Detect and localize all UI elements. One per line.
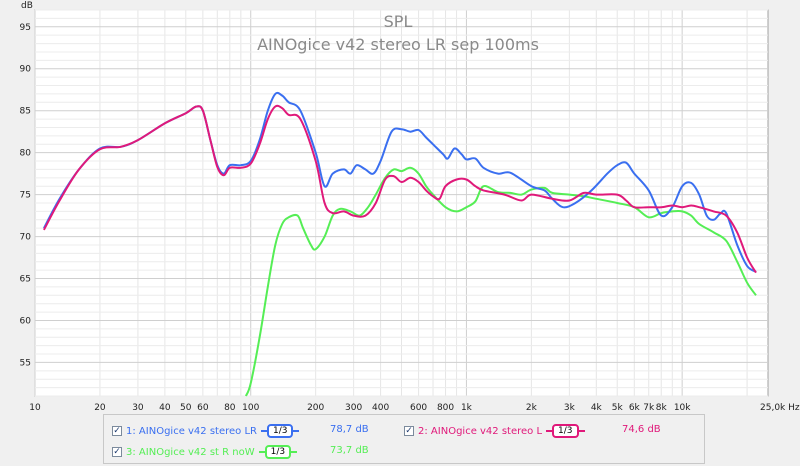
series-2-smoothing-label: 1/3 [552, 424, 579, 438]
y-tick-label: 90 [20, 65, 32, 75]
series-2-index: 2: [418, 425, 428, 437]
x-tick-label: 50 [180, 403, 192, 413]
y-tick-label: 95 [20, 23, 31, 33]
series-3-value: 73,7 dB [330, 445, 369, 456]
x-tick-label: 4k [591, 403, 603, 413]
series-2-line [43, 104, 757, 274]
x-tick-label: 10 [29, 403, 41, 413]
series-3-checkbox[interactable]: ✓ [112, 446, 122, 457]
y-tick-label: 80 [20, 149, 32, 159]
y-tick-label: 65 [20, 275, 31, 285]
series-3-label: AINOgice v42 st R noW [138, 446, 255, 458]
series-1-smoothing-label: 1/3 [266, 424, 294, 438]
legend: ✓ 1: AINOgice v42 stereo LR 1/3 78,7 dB … [103, 414, 705, 464]
grid [34, 9, 768, 397]
legend-item-3: ✓ 3: AINOgice v42 st R noW 1/3 [112, 444, 298, 460]
y-tick-label: 85 [20, 107, 31, 117]
series-2-checkbox[interactable]: ✓ [404, 425, 414, 436]
x-tick-label: 600 [410, 403, 427, 413]
x-tick-label: 30 [132, 403, 144, 413]
series-3-line [244, 166, 757, 397]
x-tick-label: 10k [674, 403, 691, 413]
y-axis: 55 60 65 70 75 80 85 90 95 [20, 23, 32, 369]
x-tick-label: 7k [643, 403, 655, 413]
series-1-checkbox[interactable]: ✓ [112, 425, 122, 436]
x-tick-label: 200 [307, 403, 324, 413]
series-2-value: 74,6 dB [622, 424, 661, 435]
x-tick-label: 80 [224, 403, 236, 413]
x-tick-label: 8k [656, 403, 668, 413]
series-1-value: 78,7 dB [330, 424, 369, 435]
x-tick-label: 400 [372, 403, 389, 413]
legend-item-1: ✓ 1: AINOgice v42 stereo LR 1/3 [112, 423, 300, 439]
series-3-smoothing-button[interactable]: 1/3 [258, 445, 298, 459]
x-tick-label: 100 [242, 403, 259, 413]
series-3-smoothing-label: 1/3 [264, 445, 292, 459]
x-tick-label: 3k [564, 403, 576, 413]
x-tick-label: 1k [461, 403, 473, 413]
x-tick-label: 300 [345, 403, 362, 413]
y-axis-unit-label: dB [21, 1, 33, 11]
y-tick-label: 55 [20, 358, 31, 368]
x-axis: 10 20 30 40 50 60 80 100 200 300 400 600 800 1k 2k 3k 4k… [29, 403, 800, 413]
y-tick-label: 75 [20, 191, 31, 201]
series-2-smoothing-button[interactable]: 1/3 [546, 424, 585, 438]
x-tick-label: 6k [629, 403, 641, 413]
y-tick-label: 60 [20, 316, 32, 326]
x-tick-label: 60 [197, 403, 209, 413]
x-tick-label: 25,0k Hz [760, 403, 800, 413]
series-3-index: 3: [126, 446, 136, 458]
chart-subtitle: AINOgice v42 stereo LR sep 100ms [257, 35, 539, 54]
legend-item-2: ✓ 2: AINOgice v42 stereo L 1/3 [404, 423, 585, 439]
series-layer [43, 91, 757, 397]
x-tick-label: 5k [612, 403, 624, 413]
series-2-label: AINOgice v42 stereo L [430, 425, 543, 437]
x-tick-label: 2k [526, 403, 538, 413]
x-tick-label: 40 [159, 403, 171, 413]
chart-title: SPL [384, 12, 413, 31]
series-1-index: 1: [126, 425, 136, 437]
x-tick-label: 800 [437, 403, 454, 413]
x-tick-label: 20 [94, 403, 106, 413]
y-tick-label: 70 [20, 233, 32, 243]
series-1-smoothing-button[interactable]: 1/3 [260, 424, 300, 438]
series-1-label: AINOgice v42 stereo LR [138, 425, 257, 437]
